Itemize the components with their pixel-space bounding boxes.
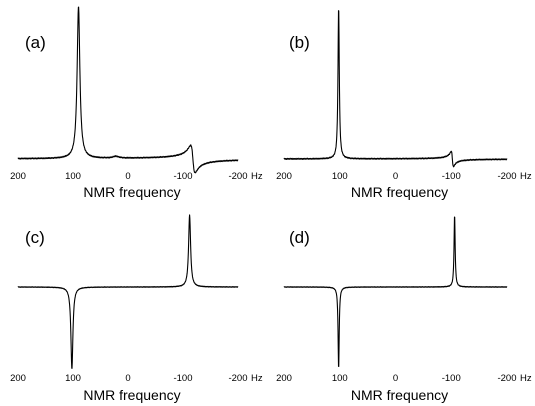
panel-d: (d) 200 100 0 -100 -200 Hz NMR frequency: [276, 216, 532, 403]
x-tick-label: -200: [497, 171, 516, 182]
x-tick-label: -200: [497, 373, 516, 384]
x-unit-label: Hz: [520, 373, 532, 384]
spectrum-trace: [17, 214, 239, 369]
x-tick-label: 0: [125, 373, 130, 384]
x-tick-label: -100: [442, 171, 461, 182]
x-tick-label: 100: [332, 171, 348, 182]
x-unit-label: Hz: [520, 171, 532, 182]
x-tick-label: 0: [393, 373, 398, 384]
x-tick-label: 100: [65, 373, 81, 384]
x-axis-label: NMR frequency: [351, 184, 448, 200]
x-tick-label: -200: [228, 373, 247, 384]
x-tick-label: 200: [276, 171, 292, 182]
x-tick-label: 200: [276, 373, 292, 384]
x-axis-label: NMR frequency: [351, 387, 448, 403]
x-axis-label: NMR frequency: [83, 387, 180, 403]
panel-label: (c): [25, 228, 45, 247]
x-unit-label: Hz: [251, 373, 263, 384]
spectrum-trace: [283, 216, 508, 368]
x-tick-label: -100: [173, 373, 192, 384]
panel-b: (b) 200 100 0 -100 -200 Hz NMR frequency: [276, 10, 532, 200]
x-tick-label: 200: [10, 171, 26, 182]
x-tick-label: 200: [10, 373, 26, 384]
panel-a: (a) 200 100 0 -100 -200 Hz NMR frequency: [10, 6, 263, 200]
x-tick-label: 0: [393, 171, 398, 182]
panel-c: (c) 200 100 0 -100 -200 Hz NMR frequency: [10, 214, 263, 403]
x-axis-label: NMR frequency: [83, 184, 180, 200]
panel-label: (d): [289, 228, 310, 247]
x-tick-label: -100: [173, 171, 192, 182]
panel-label: (a): [25, 33, 46, 52]
x-tick-label: -100: [442, 373, 461, 384]
x-unit-label: Hz: [251, 171, 263, 182]
x-tick-label: 100: [65, 171, 81, 182]
x-tick-label: 0: [125, 171, 130, 182]
spectrum-trace: [17, 6, 239, 174]
x-tick-label: 100: [332, 373, 348, 384]
spectrum-trace: [283, 10, 508, 168]
panel-label: (b): [289, 33, 310, 52]
x-tick-label: -200: [228, 171, 247, 182]
